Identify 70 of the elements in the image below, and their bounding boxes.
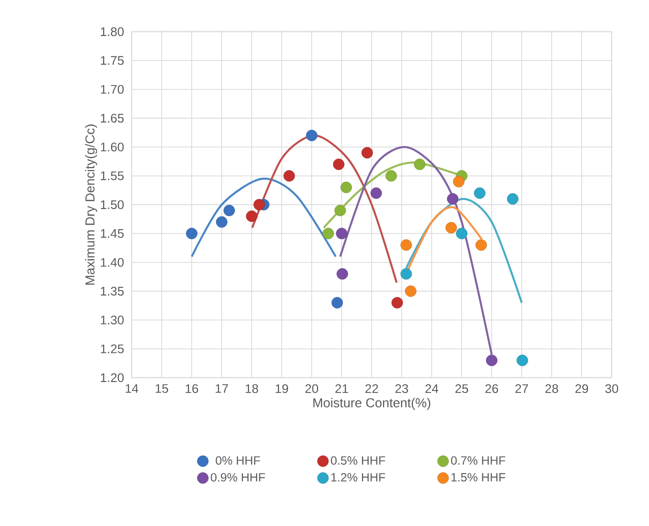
point xyxy=(386,170,397,182)
legend-label: 1.2% HHF xyxy=(331,473,386,482)
x-tick-label: 24 xyxy=(425,384,438,393)
point xyxy=(246,210,258,222)
point xyxy=(224,204,235,216)
point xyxy=(392,297,403,308)
point xyxy=(476,239,487,251)
point xyxy=(332,297,343,308)
point xyxy=(334,204,346,216)
legend-label: 1.5% HHF xyxy=(451,473,506,482)
point xyxy=(306,130,318,142)
point xyxy=(447,193,458,205)
point xyxy=(453,176,464,188)
point xyxy=(333,158,344,170)
point xyxy=(254,198,265,210)
point xyxy=(284,170,295,182)
point xyxy=(474,187,486,199)
x-tick-label: 14 xyxy=(126,384,138,393)
point xyxy=(216,216,228,228)
x-tick-label: 29 xyxy=(575,384,588,394)
x-tick-label: 30 xyxy=(605,384,618,394)
point xyxy=(400,239,412,251)
x-tick-label: 25 xyxy=(455,384,468,394)
point xyxy=(322,228,334,240)
x-tick-label: 18 xyxy=(246,384,258,394)
line-series xyxy=(190,178,337,258)
legend-label: 0.9% HHF xyxy=(210,473,265,482)
x-tick-label: 22 xyxy=(365,384,378,393)
legend-label: 0.7% HHF xyxy=(451,456,506,465)
point xyxy=(400,268,412,280)
point xyxy=(507,193,518,205)
point xyxy=(336,228,348,240)
point xyxy=(370,187,382,199)
point xyxy=(340,182,352,194)
x-tick-label: 26 xyxy=(485,384,498,394)
point xyxy=(405,285,416,297)
point xyxy=(414,158,426,170)
y-tick-label: 1.30 xyxy=(100,316,124,324)
point xyxy=(486,354,498,366)
point xyxy=(446,222,457,234)
y-tick-label: 1.40 xyxy=(100,258,124,267)
y-tick-label: 1.20 xyxy=(100,373,124,382)
y-tick-label: 1.45 xyxy=(100,229,124,238)
y-axis-title: Maximum Dry Dencity(g/Cc) xyxy=(85,124,98,285)
x-tick-label: 23 xyxy=(395,384,408,394)
x-tick-label: 28 xyxy=(545,384,558,394)
y-tick-label: 1.65 xyxy=(100,114,124,123)
x-tick-label: 21 xyxy=(335,384,348,393)
legend-label: 0% HHF xyxy=(216,456,260,465)
x-axis-title: Moisture Content(%) xyxy=(313,398,430,410)
legend-label: 0.5% HHF xyxy=(330,456,386,465)
y-tick-label: 1.50 xyxy=(100,200,124,210)
y-tick-label: 1.55 xyxy=(100,172,124,180)
y-tick-label: 1.35 xyxy=(100,286,124,296)
x-tick-label: 17 xyxy=(216,384,228,393)
y-tick-label: 1.60 xyxy=(100,142,124,152)
point xyxy=(516,354,528,366)
x-tick-label: 27 xyxy=(515,384,528,393)
point xyxy=(362,147,373,158)
point xyxy=(186,228,198,240)
x-tick-label: 19 xyxy=(276,384,288,394)
x-tick-label: 16 xyxy=(186,384,198,394)
y-tick-label: 1.80 xyxy=(100,27,124,36)
y-tick-label: 1.25 xyxy=(100,344,124,354)
point xyxy=(336,268,348,280)
point xyxy=(456,228,468,240)
y-tick-label: 1.75 xyxy=(100,56,124,65)
y-tick-label: 1.70 xyxy=(100,84,124,94)
x-tick-label: 20 xyxy=(305,384,318,394)
x-tick-label: 15 xyxy=(156,384,168,393)
